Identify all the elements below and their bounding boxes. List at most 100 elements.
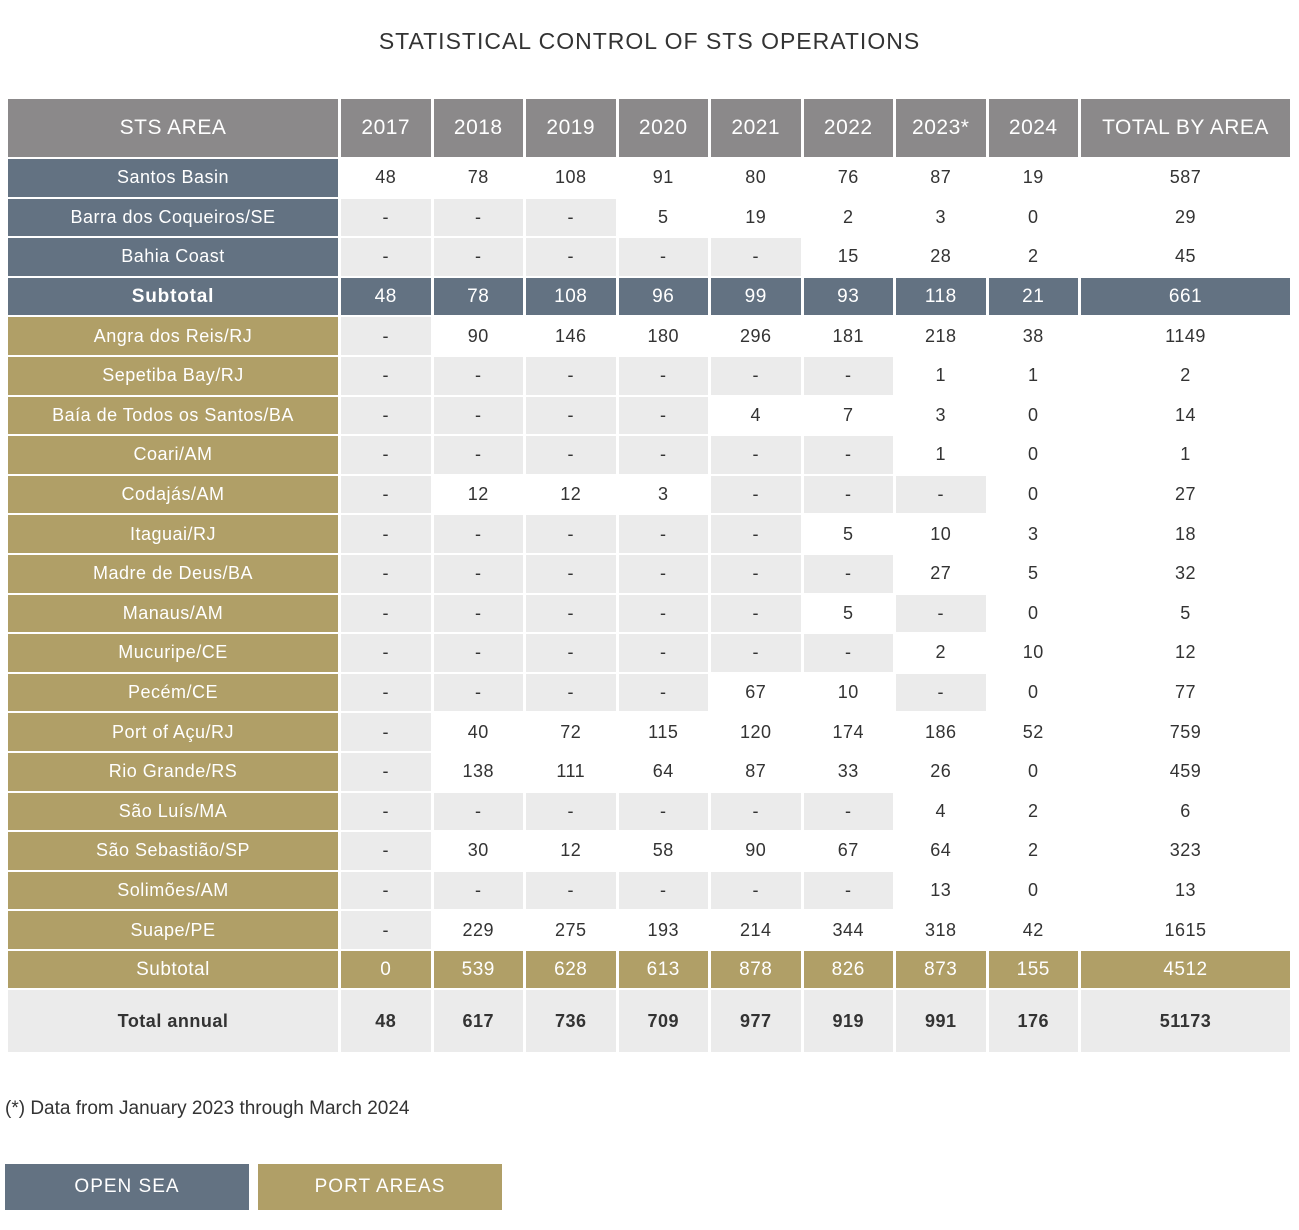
area-label: Pecém/CE (8, 673, 338, 712)
value-cell: - (618, 396, 708, 435)
total-annual-cell: 991 (896, 990, 986, 1053)
area-total-cell: 18 (1081, 515, 1290, 553)
value-cell: - (618, 871, 708, 910)
table-row: Port of Açu/RJ -40 72 115 120 174 186 52 759 (8, 713, 1290, 751)
value-cell: - (433, 515, 523, 553)
value-cell: - (711, 515, 801, 553)
value-cell: - (803, 436, 893, 474)
value-cell: - (711, 792, 801, 831)
value-cell: 1 (896, 436, 986, 474)
area-total-cell: 323 (1081, 832, 1290, 870)
value-cell: 38 (988, 317, 1078, 355)
table-row: Codajás/AM -12 12 3- - -0 27 (8, 475, 1290, 514)
value-cell: 26 (896, 752, 986, 791)
area-total-cell: 6 (1081, 792, 1290, 831)
header-year: 2022 (803, 99, 893, 157)
area-total-cell: 32 (1081, 554, 1290, 593)
subtotal-cell: 48 (341, 277, 431, 316)
value-cell: 33 (803, 752, 893, 791)
value-cell: 27 (896, 554, 986, 593)
value-cell: 12 (526, 832, 616, 870)
value-cell: - (618, 634, 708, 672)
value-cell: - (618, 515, 708, 553)
total-annual-cell: 176 (988, 990, 1078, 1053)
footnote: (*) Data from January 2023 through March… (5, 1098, 410, 1119)
value-cell: 19 (988, 159, 1078, 197)
value-cell: 146 (526, 317, 616, 355)
value-cell: 5 (618, 198, 708, 237)
value-cell: - (526, 554, 616, 593)
value-cell: - (341, 594, 431, 633)
area-total-cell: 14 (1081, 396, 1290, 435)
value-cell: 76 (803, 159, 893, 197)
subtotal-cell: 21 (988, 277, 1078, 316)
value-cell: - (433, 198, 523, 237)
subtotal-cell: 96 (618, 277, 708, 316)
value-cell: - (341, 396, 431, 435)
subtotal-label: Subtotal (8, 277, 338, 316)
value-cell: 42 (988, 911, 1078, 949)
value-cell: 180 (618, 317, 708, 355)
value-cell: - (341, 554, 431, 593)
total-annual-label: Total annual (8, 990, 338, 1053)
value-cell: 3 (988, 515, 1078, 553)
value-cell: - (618, 356, 708, 395)
value-cell: - (341, 673, 431, 712)
value-cell: - (433, 871, 523, 910)
area-label: Santos Basin (8, 159, 338, 197)
area-total-cell: 13 (1081, 871, 1290, 910)
subtotal-cell: 93 (803, 277, 893, 316)
value-cell: 12 (433, 475, 523, 514)
value-cell: - (896, 673, 986, 712)
value-cell: - (526, 515, 616, 553)
area-label: São Sebastião/SP (8, 832, 338, 870)
value-cell: - (433, 673, 523, 712)
value-cell: 30 (433, 832, 523, 870)
header-sts-area: STS AREA (8, 99, 338, 157)
value-cell: 67 (711, 673, 801, 712)
value-cell: - (711, 356, 801, 395)
value-cell: 218 (896, 317, 986, 355)
legend-port-areas: PORT AREAS (258, 1164, 502, 1210)
value-cell: 0 (988, 752, 1078, 791)
value-cell: 186 (896, 713, 986, 751)
value-cell: - (526, 673, 616, 712)
value-cell: 15 (803, 238, 893, 276)
subtotal-cell: 539 (433, 950, 523, 989)
value-cell: 120 (711, 713, 801, 751)
value-cell: - (711, 634, 801, 672)
value-cell: 2 (896, 634, 986, 672)
table-row: Manaus/AM - - - - -5-0 5 (8, 594, 1290, 633)
subtotal-cell: 108 (526, 277, 616, 316)
value-cell: - (618, 792, 708, 831)
area-label: Itaguai/RJ (8, 515, 338, 553)
value-cell: 0 (988, 594, 1078, 633)
value-cell: - (896, 475, 986, 514)
subtotal-cell: 118 (896, 277, 986, 316)
table-row: Coari/AM - - - - - -1 0 1 (8, 436, 1290, 474)
value-cell: - (803, 871, 893, 910)
value-cell: - (896, 594, 986, 633)
value-cell: 181 (803, 317, 893, 355)
total-annual-cell: 709 (618, 990, 708, 1053)
subtotal-row: Subtotal 0 539 628 613 878 826 873 155 4512 (8, 950, 1290, 989)
value-cell: 193 (618, 911, 708, 949)
value-cell: - (341, 792, 431, 831)
area-label: Angra dos Reis/RJ (8, 317, 338, 355)
value-cell: 72 (526, 713, 616, 751)
area-total-cell: 12 (1081, 634, 1290, 672)
value-cell: 214 (711, 911, 801, 949)
value-cell: - (433, 396, 523, 435)
total-annual-cell: 48 (341, 990, 431, 1053)
value-cell: - (618, 554, 708, 593)
value-cell: 2 (988, 238, 1078, 276)
header-total-by-area: TOTAL BY AREA (1081, 99, 1290, 157)
table-row: Mucuripe/CE - - - - - -2 10 12 (8, 634, 1290, 672)
header-year: 2019 (526, 99, 616, 157)
area-total-cell: 759 (1081, 713, 1290, 751)
value-cell: 0 (988, 871, 1078, 910)
area-label: Barra dos Coqueiros/SE (8, 198, 338, 237)
value-cell: - (433, 594, 523, 633)
value-cell: - (433, 554, 523, 593)
value-cell: - (526, 792, 616, 831)
